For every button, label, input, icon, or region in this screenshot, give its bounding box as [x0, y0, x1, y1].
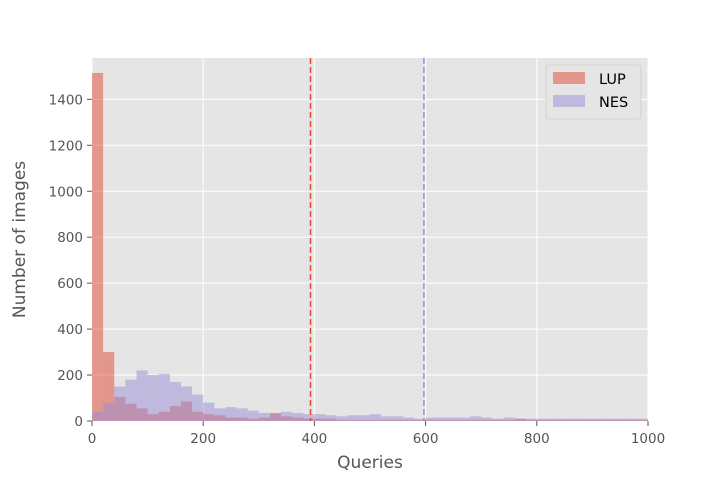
- bar-lup-1: [103, 352, 115, 421]
- bar-nes-5: [147, 375, 159, 421]
- y-tick-label-3: 600: [57, 276, 83, 292]
- bar-nes-25: [370, 414, 382, 421]
- bar-nes-43: [570, 418, 582, 421]
- bar-nes-17: [281, 411, 293, 421]
- x-tick-label-3: 600: [413, 431, 439, 447]
- x-tick-label-1: 200: [190, 431, 216, 447]
- x-axis-title: Queries: [337, 453, 403, 473]
- bar-nes-24: [358, 415, 370, 421]
- bar-nes-21: [325, 415, 337, 421]
- x-tick-label-0: 0: [88, 431, 97, 447]
- bar-nes-2: [114, 386, 126, 421]
- legend: LUP NES: [545, 64, 642, 120]
- legend-swatch-nes: [553, 95, 585, 107]
- bar-nes-4: [136, 370, 148, 421]
- x-axis-ticks: 0 200 400 600 800 1000: [88, 421, 665, 447]
- y-tick-label-0: 0: [74, 414, 83, 430]
- bar-nes-26: [381, 416, 393, 421]
- bar-nes-45: [592, 418, 604, 421]
- bar-nes-39: [525, 418, 537, 421]
- mean-lines: [309, 58, 425, 421]
- bar-nes-6: [158, 373, 170, 421]
- legend-swatch-lup: [553, 72, 585, 84]
- legend-label-lup: LUP: [599, 72, 626, 88]
- bar-nes-11: [214, 408, 226, 421]
- bar-nes-36: [492, 418, 504, 421]
- bar-nes-14: [247, 410, 259, 421]
- legend-label-nes: NES: [599, 95, 628, 111]
- bar-nes-22: [336, 416, 348, 421]
- bar-nes-31: [436, 417, 448, 421]
- y-tick-label-6: 1200: [49, 138, 83, 154]
- bar-nes-28: [403, 417, 415, 421]
- series-nes-bars: [92, 370, 648, 421]
- bar-nes-35: [481, 417, 493, 421]
- bar-nes-0: [92, 411, 104, 421]
- bar-nes-29: [414, 418, 426, 421]
- bar-nes-32: [447, 417, 459, 421]
- bar-nes-7: [169, 381, 181, 421]
- bar-nes-16: [269, 414, 282, 421]
- y-tick-label-7: 1400: [49, 92, 83, 108]
- y-tick-label-2: 400: [57, 322, 83, 338]
- bar-nes-12: [225, 407, 237, 421]
- bar-nes-37: [503, 417, 515, 421]
- bar-nes-44: [581, 418, 593, 421]
- histogram-bars: [92, 72, 648, 422]
- bar-nes-40: [536, 418, 548, 421]
- y-axis-title: Number of images: [10, 161, 30, 318]
- bar-nes-42: [559, 418, 571, 421]
- bar-nes-41: [547, 418, 560, 421]
- bar-nes-48: [625, 418, 637, 421]
- bar-nes-38: [514, 418, 526, 421]
- bar-nes-20: [314, 414, 326, 421]
- bar-nes-49: [636, 418, 648, 421]
- x-tick-label-2: 400: [302, 431, 328, 447]
- bar-nes-46: [603, 418, 615, 421]
- bar-nes-13: [236, 408, 248, 421]
- x-tick-label-5: 1000: [631, 431, 665, 447]
- bar-nes-47: [614, 418, 626, 421]
- bar-nes-23: [347, 415, 359, 421]
- bar-nes-30: [425, 417, 437, 421]
- bar-lup-0: [92, 72, 104, 422]
- bar-nes-15: [258, 412, 270, 421]
- y-tick-label-4: 800: [57, 230, 83, 246]
- bar-nes-1: [103, 402, 115, 421]
- bar-nes-10: [203, 402, 215, 421]
- bar-nes-33: [458, 417, 471, 421]
- bar-nes-3: [125, 379, 137, 421]
- bar-nes-27: [392, 416, 404, 421]
- bar-nes-34: [470, 416, 482, 421]
- bar-nes-9: [192, 394, 204, 421]
- bar-nes-19: [303, 414, 315, 421]
- bar-nes-18: [292, 412, 304, 421]
- x-tick-label-4: 800: [524, 431, 550, 447]
- y-axis-ticks: 0 200 400 600 800 1000 1200 1400: [49, 92, 92, 430]
- y-tick-label-5: 1000: [49, 184, 83, 200]
- bar-nes-8: [180, 386, 193, 421]
- y-tick-label-1: 200: [57, 368, 83, 384]
